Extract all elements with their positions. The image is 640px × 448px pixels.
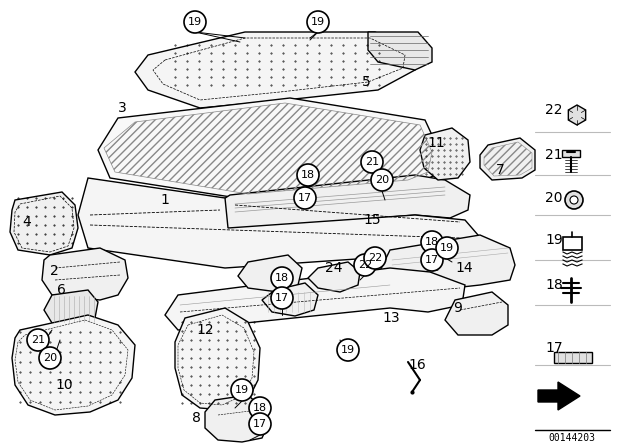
Text: 18: 18: [425, 237, 439, 247]
Text: 15: 15: [363, 213, 381, 227]
Text: 18: 18: [253, 403, 267, 413]
Text: 10: 10: [55, 378, 72, 392]
Text: 21: 21: [365, 157, 379, 167]
Polygon shape: [205, 395, 268, 442]
Circle shape: [27, 329, 49, 351]
Text: 19: 19: [341, 345, 355, 355]
Circle shape: [361, 151, 383, 173]
Polygon shape: [554, 352, 592, 363]
Text: 21: 21: [545, 148, 563, 162]
Text: 18: 18: [301, 170, 315, 180]
Text: 18: 18: [275, 273, 289, 283]
Text: 19: 19: [311, 17, 325, 27]
Polygon shape: [445, 292, 508, 335]
Polygon shape: [308, 262, 360, 292]
Text: 9: 9: [453, 301, 462, 315]
Circle shape: [39, 347, 61, 369]
Text: 19: 19: [188, 17, 202, 27]
Text: 20: 20: [375, 175, 389, 185]
Circle shape: [184, 11, 206, 33]
Text: 17: 17: [545, 341, 563, 355]
Circle shape: [436, 237, 458, 259]
Text: 3: 3: [118, 101, 127, 115]
Polygon shape: [135, 32, 415, 108]
Text: 7: 7: [496, 163, 505, 177]
Circle shape: [249, 413, 271, 435]
Polygon shape: [568, 105, 586, 125]
Polygon shape: [44, 290, 98, 325]
Polygon shape: [42, 248, 128, 300]
Text: 22: 22: [358, 260, 372, 270]
Polygon shape: [98, 98, 438, 200]
Text: 1: 1: [160, 193, 169, 207]
Circle shape: [307, 11, 329, 33]
Polygon shape: [10, 192, 78, 255]
Polygon shape: [218, 175, 470, 230]
Text: 17: 17: [298, 193, 312, 203]
Text: 2: 2: [50, 264, 59, 278]
Text: 6: 6: [57, 283, 66, 297]
Circle shape: [421, 231, 443, 253]
Text: 22: 22: [368, 253, 382, 263]
Text: 23: 23: [275, 288, 292, 302]
Circle shape: [249, 397, 271, 419]
Circle shape: [371, 169, 393, 191]
Text: 17: 17: [275, 293, 289, 303]
Text: 21: 21: [31, 335, 45, 345]
Circle shape: [421, 249, 443, 271]
Text: 20: 20: [43, 353, 57, 363]
Circle shape: [337, 339, 359, 361]
Circle shape: [565, 191, 583, 209]
Polygon shape: [562, 150, 580, 157]
Circle shape: [364, 247, 386, 269]
Text: 8: 8: [192, 411, 201, 425]
Circle shape: [570, 196, 578, 204]
Polygon shape: [480, 138, 535, 180]
Text: 13: 13: [382, 311, 399, 325]
Text: 18: 18: [545, 278, 563, 292]
Circle shape: [297, 164, 319, 186]
Circle shape: [294, 187, 316, 209]
Polygon shape: [12, 315, 135, 415]
Polygon shape: [238, 255, 302, 292]
Polygon shape: [420, 128, 470, 180]
Polygon shape: [262, 283, 318, 316]
Text: 22: 22: [545, 103, 563, 117]
Circle shape: [354, 254, 376, 276]
Text: 5: 5: [362, 75, 371, 89]
Text: 24: 24: [325, 261, 342, 275]
Text: 16: 16: [408, 358, 426, 372]
Text: 19: 19: [235, 385, 249, 395]
Circle shape: [271, 267, 293, 289]
Circle shape: [271, 287, 293, 309]
Text: 19: 19: [440, 243, 454, 253]
Text: 17: 17: [425, 255, 439, 265]
Polygon shape: [175, 308, 260, 410]
Text: 19: 19: [545, 233, 563, 247]
Text: 12: 12: [196, 323, 214, 337]
Text: 4: 4: [22, 215, 31, 229]
Polygon shape: [165, 268, 465, 330]
Text: 00144203: 00144203: [548, 433, 595, 443]
Text: 11: 11: [427, 136, 445, 150]
Circle shape: [231, 379, 253, 401]
Polygon shape: [378, 235, 515, 295]
Text: 20: 20: [545, 191, 563, 205]
Text: 14: 14: [455, 261, 472, 275]
Polygon shape: [368, 32, 432, 70]
Polygon shape: [538, 382, 580, 410]
Polygon shape: [78, 178, 478, 268]
Text: 17: 17: [253, 419, 267, 429]
